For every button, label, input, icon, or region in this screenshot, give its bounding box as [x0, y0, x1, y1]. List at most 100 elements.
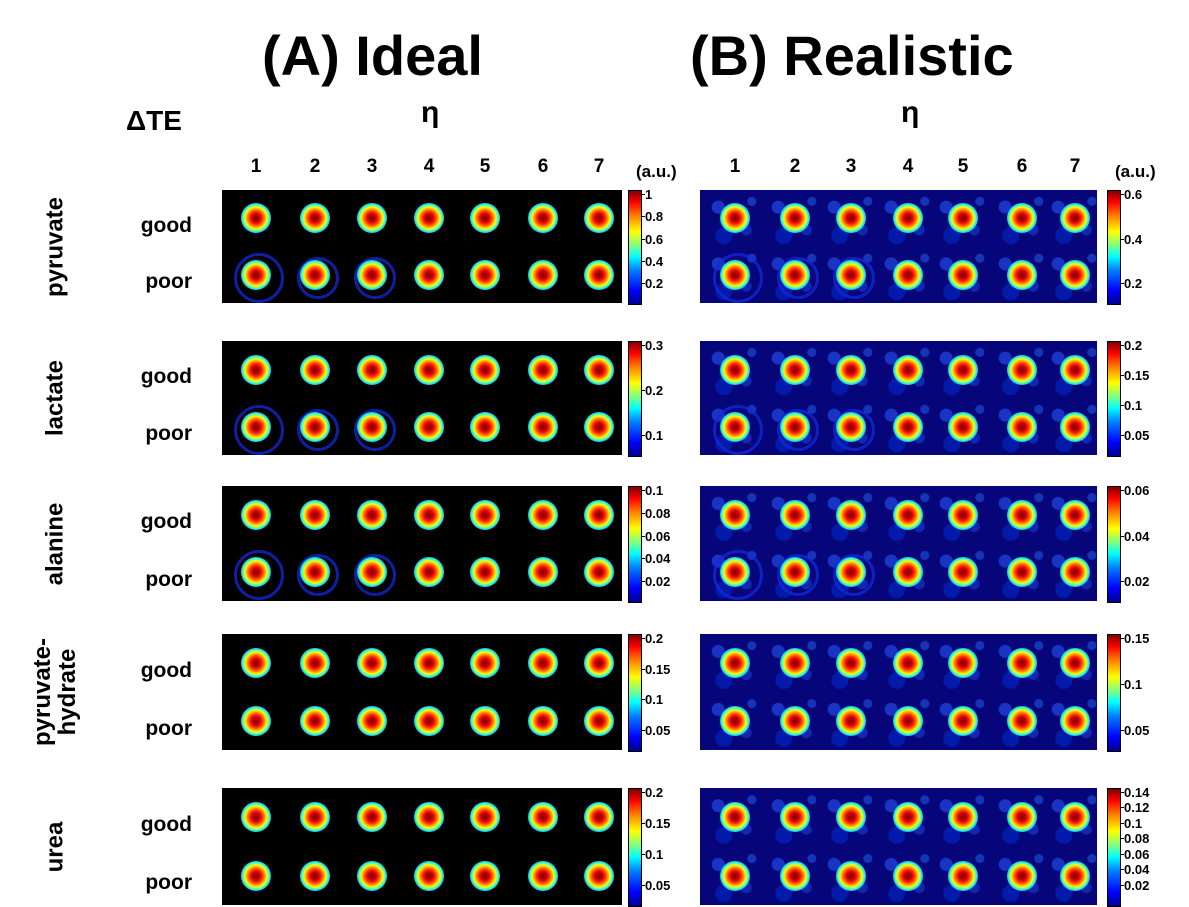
colorbar-tick-label: 0.1 — [645, 428, 664, 444]
colorbar-realistic — [1107, 634, 1121, 752]
signal-spot — [1060, 802, 1090, 833]
signal-spot — [1060, 499, 1090, 530]
colorbar-tick-mark — [1120, 283, 1124, 285]
colorbar-tick-label: 0.2 — [645, 631, 664, 646]
artifact-ring — [234, 550, 284, 601]
colorbar-ideal — [628, 486, 642, 603]
colorbar-tick-label: 0.6 — [645, 231, 664, 247]
colorbar-tick-label: 0.05 — [1124, 428, 1150, 444]
signal-spot — [357, 499, 387, 530]
signal-spot — [1007, 802, 1037, 833]
colorbar-tick-mark — [641, 638, 645, 639]
row-label-poor: poor — [145, 422, 192, 446]
signal-spot — [893, 411, 923, 442]
signal-spot — [836, 706, 866, 736]
artifact-ring — [833, 408, 875, 451]
signal-spot — [584, 499, 614, 530]
colorbar-tick-label: 0.05 — [645, 877, 671, 893]
signal-spot — [1007, 259, 1037, 290]
eta-column-label-ideal: 1 — [250, 156, 262, 177]
colorbar-tick-mark — [641, 822, 645, 824]
colorbar-realistic — [1107, 341, 1121, 457]
signal-spot — [720, 259, 750, 290]
signal-spot — [1007, 499, 1037, 530]
signal-spot — [528, 203, 558, 234]
colorbar-tick-mark — [1120, 730, 1124, 731]
colorbar-tick-label: 0.15 — [645, 661, 671, 677]
signal-spot — [836, 259, 866, 290]
row-label-poor: poor — [145, 567, 192, 591]
signal-spot — [414, 354, 444, 385]
delta-te-label: ΔTE — [126, 105, 182, 136]
colorbar-tick-mark — [641, 668, 645, 670]
colorbar-ideal — [628, 634, 642, 752]
signal-spot — [893, 860, 923, 891]
signal-spot — [357, 354, 387, 385]
colorbar-tick-mark — [1120, 884, 1124, 886]
colorbar-tick-mark — [1120, 194, 1124, 195]
artifact-ring — [297, 256, 339, 299]
row-label-poor: poor — [145, 871, 192, 895]
image-panel-realistic — [700, 788, 1097, 905]
row-label-good: good — [140, 213, 192, 237]
colorbar-tick-label: 0.08 — [1124, 831, 1150, 847]
row-label-poor: poor — [145, 716, 192, 740]
signal-spot — [300, 411, 330, 442]
signal-spot — [948, 499, 978, 530]
signal-spot — [780, 557, 810, 588]
eta-column-label-ideal: 5 — [479, 156, 491, 177]
colorbar-tick-mark — [641, 194, 645, 195]
signal-spot — [1060, 706, 1090, 736]
signal-spot — [414, 499, 444, 530]
signal-spot — [584, 860, 614, 891]
signal-spot — [720, 706, 750, 736]
signal-spot — [893, 259, 923, 290]
row-label-good: good — [140, 365, 192, 389]
signal-spot — [836, 802, 866, 833]
signal-spot — [780, 648, 810, 678]
colorbar-realistic — [1107, 788, 1121, 907]
artifact-ring — [234, 252, 284, 303]
colorbar-tick-mark — [1120, 435, 1124, 437]
signal-spot — [1007, 203, 1037, 234]
signal-spot — [300, 706, 330, 736]
colorbar-tick-mark — [1120, 838, 1124, 840]
signal-spot — [584, 557, 614, 588]
row-label-poor: poor — [145, 270, 192, 294]
image-panel-realistic — [700, 486, 1097, 601]
signal-spot — [720, 802, 750, 833]
artifact-ring — [833, 554, 875, 597]
signal-spot — [893, 499, 923, 530]
colorbar-tick-mark — [1120, 535, 1124, 537]
signal-spot — [470, 203, 500, 234]
signal-spot — [836, 648, 866, 678]
colorbar-tick-mark — [1120, 869, 1124, 871]
colorbar-tick-label: 0.2 — [1124, 276, 1143, 292]
signal-spot — [1007, 648, 1037, 678]
colorbar-tick-mark — [1120, 375, 1124, 377]
signal-spot — [948, 802, 978, 833]
signal-spot — [780, 411, 810, 442]
signal-spot — [414, 557, 444, 588]
metabolite-label: urea — [41, 821, 69, 872]
artifact-ring — [713, 550, 763, 601]
signal-spot — [780, 259, 810, 290]
eta-column-label-realistic: 6 — [1016, 156, 1028, 177]
signal-spot — [528, 411, 558, 442]
signal-spot — [780, 860, 810, 891]
image-panel-ideal — [222, 341, 622, 455]
colorbar-tick-label: 0.2 — [645, 383, 664, 399]
signal-spot — [893, 706, 923, 736]
artifact-ring — [297, 408, 339, 451]
eta-column-label-realistic: 7 — [1069, 156, 1081, 177]
artifact-ring — [777, 256, 819, 299]
signal-spot — [414, 259, 444, 290]
signal-spot — [357, 411, 387, 442]
signal-spot — [241, 802, 271, 833]
signal-spot — [584, 802, 614, 833]
signal-spot — [584, 706, 614, 736]
colorbar-tick-label: 0.4 — [645, 253, 664, 269]
eta-label-ideal: η — [421, 96, 440, 129]
signal-spot — [470, 411, 500, 442]
colorbar-tick-mark — [1120, 853, 1124, 855]
